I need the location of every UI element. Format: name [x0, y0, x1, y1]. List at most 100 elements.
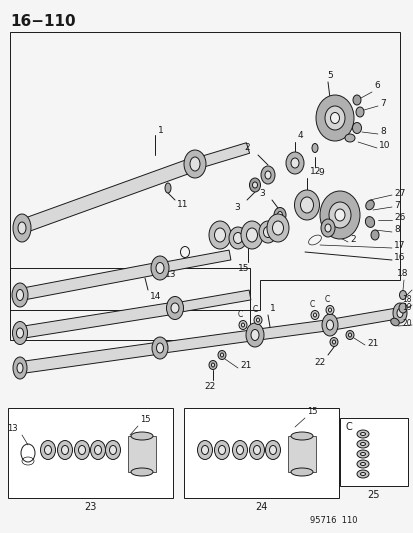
Ellipse shape — [256, 318, 259, 322]
Text: 27: 27 — [393, 189, 404, 198]
Ellipse shape — [211, 363, 214, 367]
Polygon shape — [17, 342, 160, 374]
Ellipse shape — [273, 207, 285, 222]
Ellipse shape — [246, 228, 257, 242]
Ellipse shape — [310, 311, 318, 319]
Ellipse shape — [238, 320, 247, 329]
Text: 13: 13 — [164, 270, 176, 279]
Text: 95716  110: 95716 110 — [309, 516, 357, 525]
Ellipse shape — [396, 309, 402, 318]
Ellipse shape — [74, 440, 89, 459]
Ellipse shape — [290, 468, 312, 476]
Text: 3: 3 — [259, 189, 264, 198]
Ellipse shape — [269, 446, 276, 455]
Ellipse shape — [240, 221, 262, 249]
Ellipse shape — [319, 191, 359, 239]
Text: 7: 7 — [379, 100, 385, 109]
Ellipse shape — [245, 323, 263, 347]
Ellipse shape — [260, 166, 274, 184]
Ellipse shape — [352, 95, 360, 105]
Ellipse shape — [263, 227, 272, 238]
Ellipse shape — [228, 227, 247, 249]
Text: 24: 24 — [254, 502, 266, 512]
Polygon shape — [17, 262, 161, 301]
Text: 15: 15 — [237, 264, 249, 273]
Bar — [183, 408, 338, 498]
Bar — [287, 436, 315, 472]
Text: 15: 15 — [140, 415, 150, 424]
Ellipse shape — [370, 230, 378, 240]
Ellipse shape — [105, 440, 120, 459]
Ellipse shape — [109, 446, 116, 455]
Ellipse shape — [290, 432, 312, 440]
Text: 6: 6 — [373, 81, 379, 90]
Ellipse shape — [272, 221, 283, 235]
Ellipse shape — [18, 222, 26, 234]
Ellipse shape — [328, 202, 350, 228]
Polygon shape — [159, 250, 230, 273]
Text: 12: 12 — [309, 167, 320, 176]
Ellipse shape — [13, 357, 27, 379]
Ellipse shape — [17, 328, 24, 338]
Text: 25: 25 — [367, 490, 379, 500]
Text: 13: 13 — [7, 424, 18, 433]
Ellipse shape — [218, 446, 225, 455]
Ellipse shape — [360, 442, 365, 446]
Ellipse shape — [254, 316, 261, 325]
Ellipse shape — [152, 337, 168, 359]
Ellipse shape — [62, 446, 68, 455]
Ellipse shape — [365, 200, 373, 210]
Text: C: C — [324, 295, 329, 304]
Ellipse shape — [13, 214, 31, 242]
Ellipse shape — [365, 216, 374, 228]
Ellipse shape — [325, 305, 333, 314]
Ellipse shape — [12, 283, 28, 307]
Ellipse shape — [214, 440, 229, 459]
Ellipse shape — [44, 446, 51, 455]
Ellipse shape — [265, 440, 280, 459]
Ellipse shape — [326, 320, 333, 330]
Text: 7: 7 — [393, 200, 399, 209]
Ellipse shape — [201, 446, 208, 455]
Ellipse shape — [241, 323, 244, 327]
Ellipse shape — [356, 440, 368, 448]
Ellipse shape — [324, 224, 330, 232]
Ellipse shape — [399, 290, 406, 300]
Text: 10: 10 — [378, 141, 389, 150]
Text: C: C — [252, 305, 257, 314]
Ellipse shape — [236, 446, 243, 455]
Ellipse shape — [390, 318, 398, 326]
Ellipse shape — [344, 134, 354, 142]
Ellipse shape — [166, 296, 183, 319]
Text: 18: 18 — [401, 295, 411, 304]
Ellipse shape — [249, 178, 260, 192]
Ellipse shape — [17, 289, 24, 301]
Ellipse shape — [94, 446, 101, 455]
Ellipse shape — [332, 340, 335, 344]
Ellipse shape — [355, 107, 363, 117]
Polygon shape — [193, 143, 249, 169]
Ellipse shape — [233, 232, 242, 244]
Bar — [128, 436, 156, 472]
Ellipse shape — [218, 351, 225, 359]
Ellipse shape — [334, 209, 344, 221]
Ellipse shape — [232, 440, 247, 459]
Text: 16−110: 16−110 — [10, 14, 76, 29]
Text: 8: 8 — [393, 225, 399, 235]
Text: 8: 8 — [379, 127, 385, 136]
Ellipse shape — [171, 303, 178, 313]
Polygon shape — [254, 320, 330, 341]
Text: 17: 17 — [393, 241, 404, 251]
Ellipse shape — [345, 330, 353, 340]
Ellipse shape — [320, 219, 334, 237]
Ellipse shape — [17, 363, 23, 373]
Ellipse shape — [313, 313, 316, 317]
Bar — [339, 418, 407, 486]
Text: C: C — [309, 300, 314, 309]
Polygon shape — [16, 157, 197, 235]
Ellipse shape — [324, 106, 344, 130]
Ellipse shape — [321, 314, 337, 336]
Text: 22: 22 — [313, 358, 325, 367]
Text: 23: 23 — [83, 502, 96, 512]
Text: 14: 14 — [150, 292, 161, 301]
